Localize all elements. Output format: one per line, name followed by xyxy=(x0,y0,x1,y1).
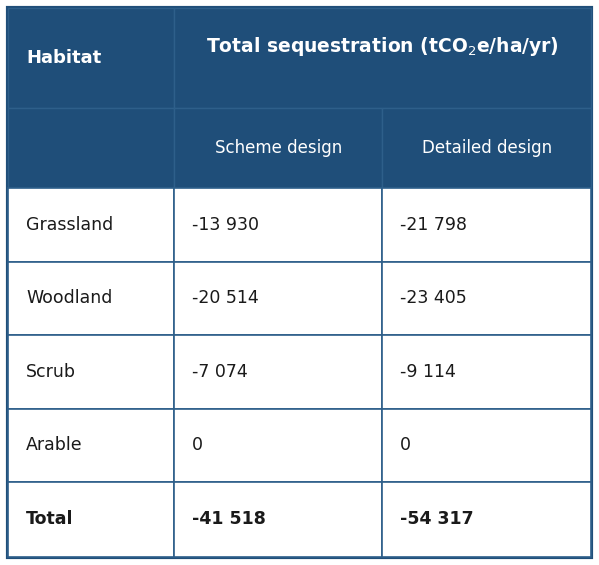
Bar xyxy=(382,335,591,408)
Bar xyxy=(8,262,174,335)
Text: -54 317: -54 317 xyxy=(400,511,474,528)
Text: Total: Total xyxy=(26,511,74,528)
Bar xyxy=(174,8,591,108)
Text: -21 798: -21 798 xyxy=(400,216,467,234)
Bar xyxy=(174,108,382,188)
Text: Total sequestration (tCO$_2$e/ha/yr): Total sequestration (tCO$_2$e/ha/yr) xyxy=(206,34,559,58)
Bar xyxy=(8,108,174,188)
Text: Scrub: Scrub xyxy=(26,363,76,381)
Bar xyxy=(8,408,174,482)
Text: 0: 0 xyxy=(400,436,412,454)
Bar xyxy=(8,482,174,557)
Text: Arable: Arable xyxy=(26,436,83,454)
Text: Grassland: Grassland xyxy=(26,216,113,234)
Text: 0: 0 xyxy=(192,436,203,454)
Text: Detailed design: Detailed design xyxy=(422,139,552,157)
Text: Habitat: Habitat xyxy=(26,49,101,67)
Text: Scheme design: Scheme design xyxy=(214,139,342,157)
Text: Woodland: Woodland xyxy=(26,289,113,307)
Text: -41 518: -41 518 xyxy=(192,511,266,528)
Bar xyxy=(382,408,591,482)
Text: -7 074: -7 074 xyxy=(192,363,248,381)
Text: -23 405: -23 405 xyxy=(400,289,467,307)
Text: -20 514: -20 514 xyxy=(192,289,259,307)
Bar xyxy=(8,188,174,262)
Text: -9 114: -9 114 xyxy=(400,363,456,381)
Bar xyxy=(382,108,591,188)
Bar xyxy=(174,262,382,335)
Bar xyxy=(382,262,591,335)
Bar xyxy=(8,335,174,408)
Bar xyxy=(8,8,174,108)
Bar xyxy=(174,188,382,262)
Bar xyxy=(382,188,591,262)
Text: -13 930: -13 930 xyxy=(192,216,259,234)
Bar xyxy=(174,335,382,408)
Bar xyxy=(174,408,382,482)
Bar xyxy=(174,482,382,557)
Bar xyxy=(382,482,591,557)
